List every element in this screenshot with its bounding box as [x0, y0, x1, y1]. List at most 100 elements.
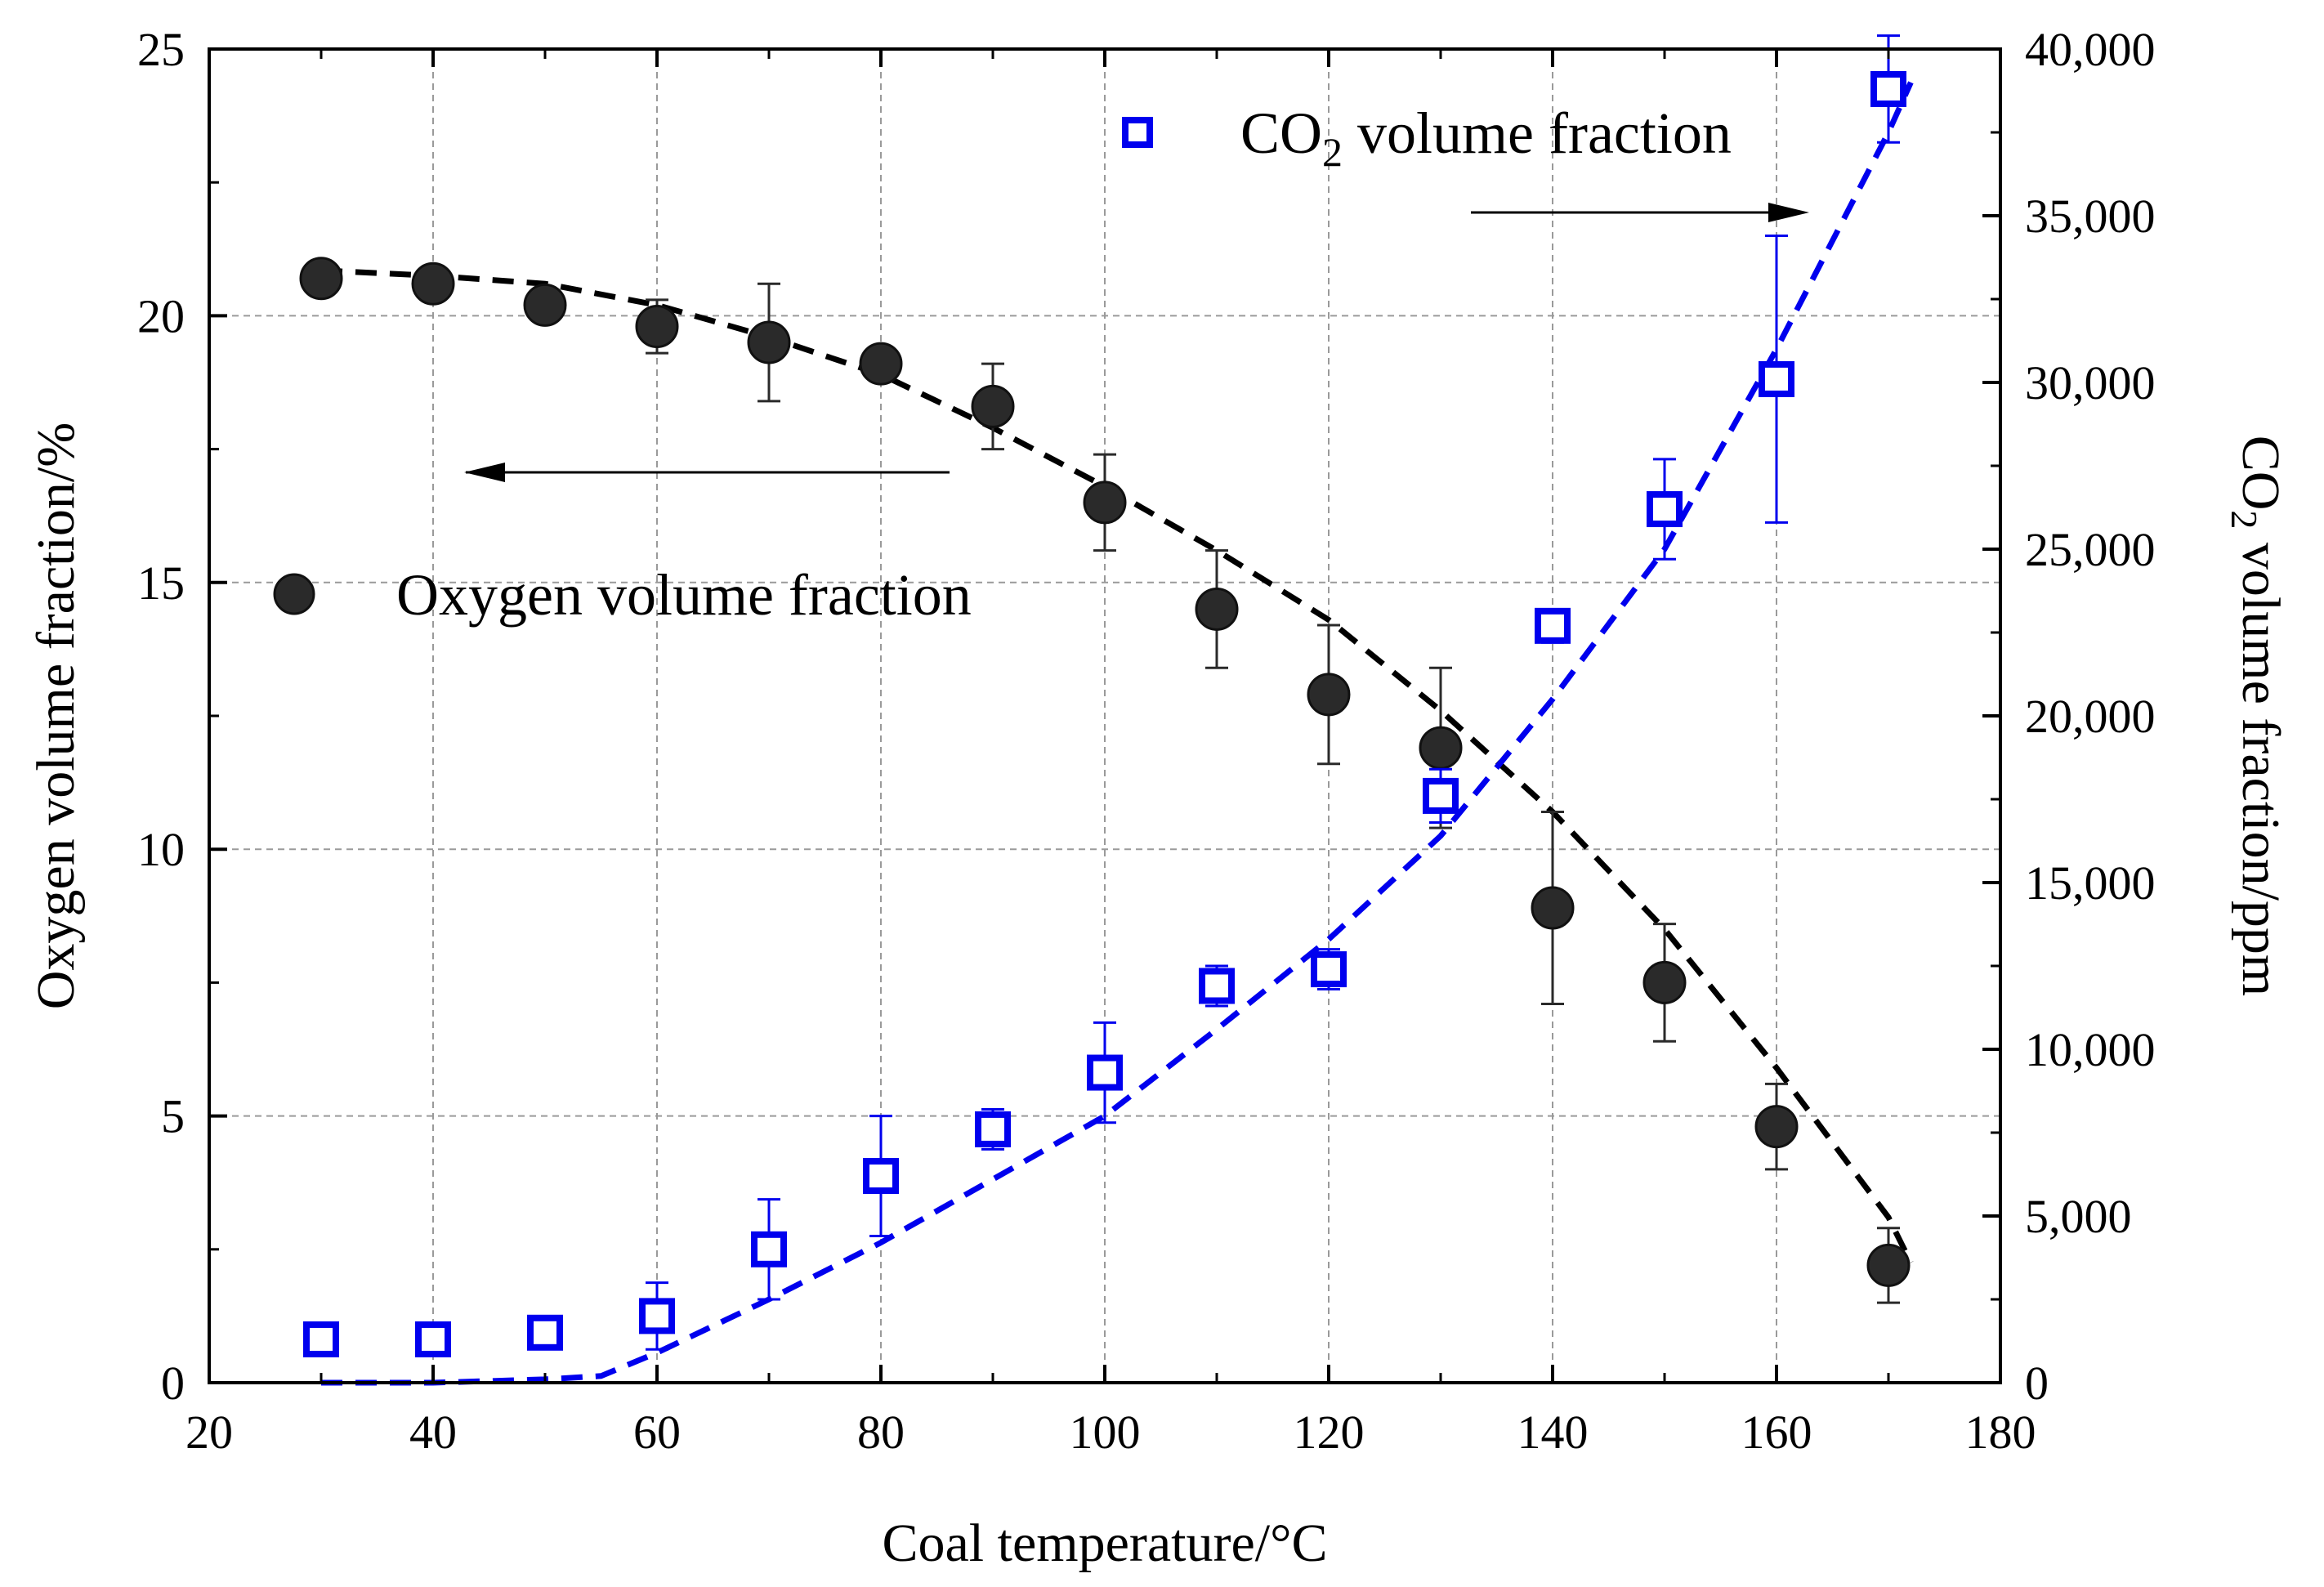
oxygen-marker: [635, 304, 679, 348]
legend-co2-part-1: CO: [1240, 101, 1322, 166]
co2-point: [1423, 767, 1459, 825]
legend-label-co2: CO2 volume fraction: [1240, 101, 1732, 175]
oxygen-marker: [411, 262, 455, 306]
y-right-title-part-1: CO: [2231, 436, 2290, 511]
co2-marker: [639, 1298, 675, 1334]
axis-ticks: 20 40 60 80 100 120 140 160 180051015202505,0001…: [137, 23, 2156, 1459]
oxygen-marker: [1531, 886, 1575, 930]
x-tick-label: 140: [1517, 1406, 1589, 1459]
arrow-left-axis: [464, 463, 950, 482]
oxygen-marker: [523, 283, 567, 327]
x-tick-label: 20: [185, 1406, 233, 1459]
y-right-tick-label: 30,000: [2025, 356, 2156, 409]
co2-point: [1870, 34, 1906, 144]
oxygen-point: [1754, 1082, 1799, 1171]
co2-point: [1087, 1021, 1123, 1124]
y-right-tick-label: 10,000: [2025, 1023, 2156, 1076]
y-right-tick-label: 35,000: [2025, 190, 2156, 243]
co2-point: [863, 1115, 899, 1237]
arrow-right-axis: [1471, 203, 1809, 222]
oxygen-marker: [747, 320, 791, 364]
oxygen-marker: [1195, 587, 1239, 631]
y-left-tick-label: 15: [137, 557, 185, 610]
oxygen-point: [971, 362, 1015, 451]
co2-point: [1199, 964, 1235, 1008]
oxygen-point: [747, 282, 791, 403]
co2-marker: [303, 1321, 339, 1357]
x-tick-label: 80: [857, 1406, 905, 1459]
co2-marker: [1535, 607, 1571, 644]
oxygen-point: [411, 262, 455, 306]
oxygen-point: [859, 342, 903, 386]
oxygen-marker: [1642, 960, 1687, 1004]
co2-point: [1311, 948, 1347, 991]
oxygen-point: [1531, 811, 1575, 1006]
legend-marker-co2: [1122, 117, 1153, 148]
co2-marker: [1199, 968, 1235, 1004]
legend-item-co2: CO2 volume fraction: [1122, 101, 1732, 175]
co2-marker: [1870, 70, 1906, 107]
y-left-tick-label: 5: [161, 1090, 185, 1143]
legend-marker-oxygen: [273, 573, 315, 615]
co2-marker: [415, 1321, 451, 1357]
y-right-tick-label: 20,000: [2025, 690, 2156, 743]
x-axis-title: Coal temperature/°C: [882, 1513, 1327, 1573]
y-right-axis-title: CO2 volume fraction/ppm: [2223, 436, 2290, 997]
co2-point: [1647, 458, 1683, 561]
y-left-tick-label: 0: [161, 1357, 185, 1410]
data-markers: [299, 34, 1911, 1357]
x-tick-label: 60: [633, 1406, 681, 1459]
oxygen-marker: [1866, 1243, 1911, 1287]
co2-marker: [975, 1111, 1011, 1147]
co2-point: [1535, 607, 1571, 644]
x-tick-label: 100: [1070, 1406, 1141, 1459]
grid: [209, 49, 2000, 1383]
co2-marker: [1311, 951, 1347, 988]
co2-fit-line: [321, 81, 1914, 1386]
oxygen-marker: [1307, 673, 1351, 717]
oxygen-marker: [1419, 726, 1463, 770]
oxygen-marker: [299, 257, 343, 301]
co2-point: [303, 1321, 339, 1357]
oxygen-point: [523, 283, 567, 327]
y-right-tick-label: 0: [2025, 1357, 2049, 1410]
oxygen-point: [1866, 1227, 1911, 1304]
y-left-tick-label: 20: [137, 289, 185, 342]
y-right-title-part-2: volume fraction/ppm: [2231, 529, 2290, 996]
oxygen-point: [1195, 549, 1239, 669]
y-right-tick-label: 5,000: [2025, 1190, 2132, 1243]
co2-marker: [1647, 491, 1683, 528]
y-left-axis-title: Oxygen volume fraction/%: [26, 422, 86, 1009]
co2-marker: [1759, 360, 1794, 397]
oxygen-fit-line: [320, 267, 1914, 1264]
co2-point: [527, 1314, 563, 1351]
co2-marker: [527, 1314, 563, 1351]
legend-label-oxygen: Oxygen volume fraction: [396, 562, 972, 628]
legend-co2-subscript: 2: [1322, 129, 1343, 175]
legend-co2-part-2: volume fraction: [1343, 101, 1732, 166]
co2-point: [975, 1107, 1011, 1151]
y-right-title-subscript: 2: [2223, 510, 2265, 529]
y-right-tick-label: 15,000: [2025, 856, 2156, 910]
oxygen-marker: [859, 342, 903, 386]
co2-marker: [1423, 777, 1459, 814]
y-left-tick-label: 10: [137, 823, 185, 876]
y-right-tick-label: 40,000: [2025, 23, 2156, 76]
oxygen-point: [1642, 923, 1687, 1043]
co2-point: [751, 1198, 787, 1301]
x-tick-label: 40: [409, 1406, 457, 1459]
co2-point: [1759, 234, 1794, 524]
y-right-tick-label: 25,000: [2025, 523, 2156, 576]
oxygen-point: [299, 257, 343, 301]
co2-point: [639, 1281, 675, 1351]
x-tick-label: 160: [1741, 1406, 1812, 1459]
oxygen-point: [1307, 624, 1351, 766]
y-left-tick-label: 25: [137, 23, 185, 76]
x-tick-label: 180: [1965, 1406, 2036, 1459]
co2-marker: [863, 1158, 899, 1195]
fit-lines: [320, 81, 1914, 1386]
legend-item-oxygen: Oxygen volume fraction: [273, 562, 972, 628]
x-tick-label: 120: [1294, 1406, 1365, 1459]
co2-marker: [751, 1231, 787, 1267]
